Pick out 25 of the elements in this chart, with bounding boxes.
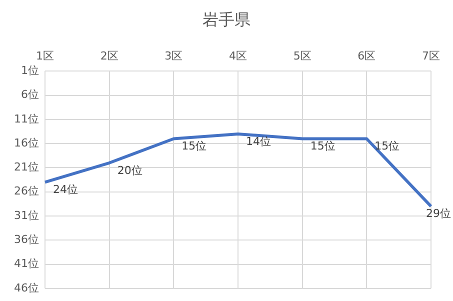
x-tick-label: 2区 [100, 49, 118, 62]
y-tick-label: 11位 [14, 112, 39, 126]
y-tick-label: 46位 [14, 281, 39, 294]
text: 15位 [374, 140, 400, 153]
y-tick-label: 16位 [14, 136, 39, 150]
chart-title: 岩手県 [202, 10, 252, 31]
x-tick-label: 1区 [36, 49, 54, 62]
x-tick-label: 7区 [422, 49, 440, 62]
y-tick-label: 41位 [14, 257, 39, 270]
text: 15位 [310, 140, 336, 153]
y-tick-label: 1位 [20, 64, 39, 78]
x-tick-label: 5区 [293, 49, 312, 62]
text: 14位 [246, 134, 271, 148]
text: 29位 [426, 207, 452, 220]
x-tick-label: 4区 [229, 49, 247, 62]
y-tick-label: 6位 [20, 88, 39, 102]
y-tick-label: 26位 [14, 184, 39, 198]
y-tick-label: 36位 [14, 232, 39, 246]
y-tick-label: 31位 [14, 208, 39, 222]
text: 15位 [182, 140, 207, 153]
x-tick-label: 6区 [358, 49, 376, 62]
y-tick-label: 21位 [14, 160, 39, 174]
x-tick-label: 3区 [164, 49, 183, 62]
text: 20位 [117, 164, 142, 177]
text: 24位 [52, 183, 78, 196]
